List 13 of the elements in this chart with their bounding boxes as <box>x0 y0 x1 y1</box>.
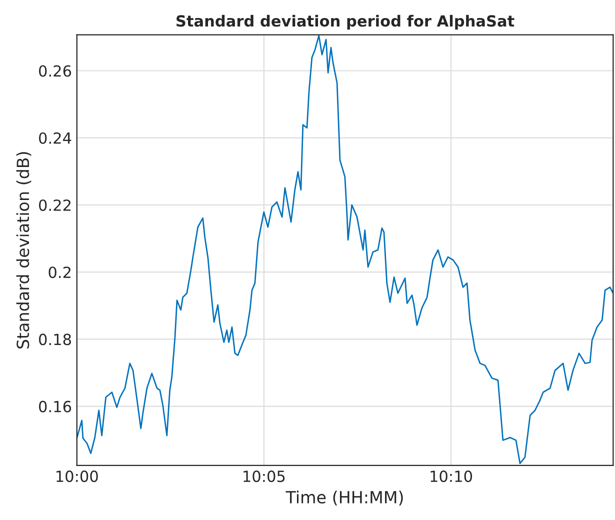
y-tick-label: 0.16 <box>39 400 72 412</box>
y-tick-label: 0.18 <box>39 334 71 346</box>
x-tick-label: 10:00 <box>56 470 98 482</box>
y-tick-label: 0.22 <box>39 199 70 212</box>
y-tick-label: 0.24 <box>39 132 72 144</box>
y-tick-label: 0.2 <box>48 266 70 278</box>
y-tick-label: 0.26 <box>39 65 72 77</box>
x-tick-label: 10:10 <box>430 470 472 482</box>
line-series <box>76 34 614 464</box>
y-axis-title: Standard deviation (dB) <box>16 152 32 348</box>
x-tick-label: 10:05 <box>244 470 285 482</box>
x-axis-title: Time (HH:MM) <box>286 490 403 506</box>
chart-title: Standard deviation period for AlphaSat <box>176 14 514 30</box>
